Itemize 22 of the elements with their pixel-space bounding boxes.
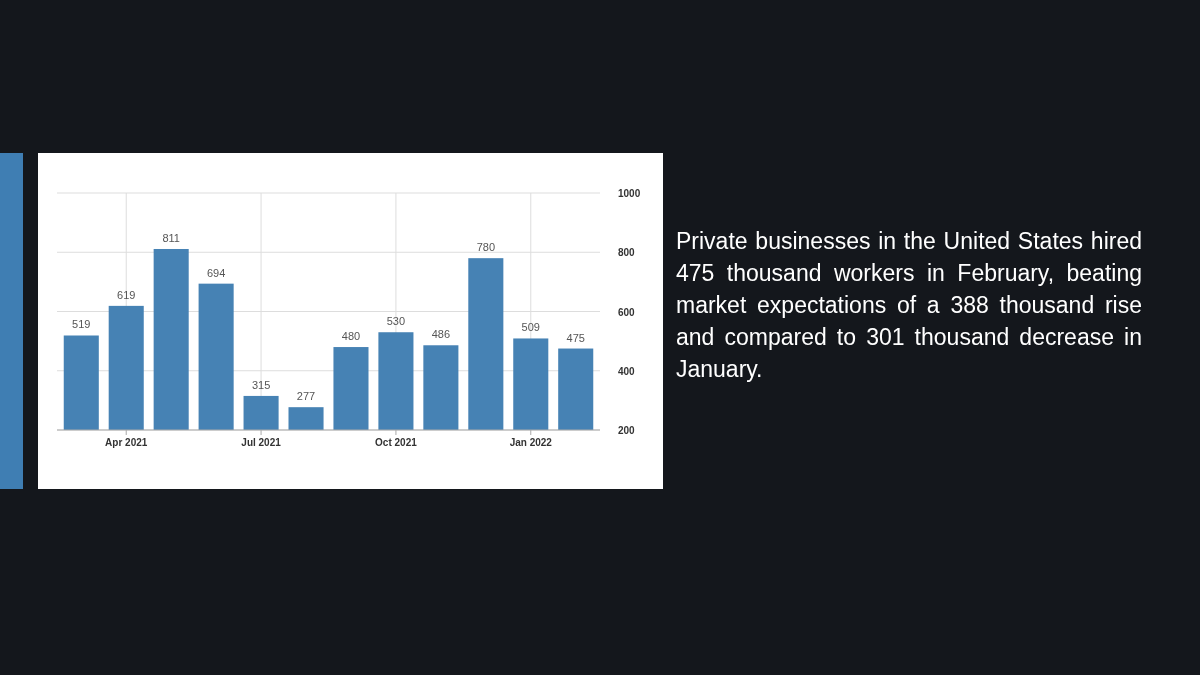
data-label: 480 [341, 330, 361, 343]
x-tick-label: Jul 2021 [241, 437, 282, 448]
data-label: 475 [566, 331, 585, 344]
x-tick-label: Oct 2021 [375, 437, 418, 448]
y-tick-label: 600 [618, 306, 636, 318]
data-label: 277 [296, 390, 316, 403]
data-label: 619 [117, 288, 136, 301]
x-tick-label: Apr 2021 [105, 437, 148, 448]
data-label: 811 [162, 231, 180, 244]
data-label: 509 [521, 321, 540, 334]
y-tick-label: 400 [618, 365, 636, 377]
y-tick-label: 800 [618, 247, 636, 259]
y-tick-label: 200 [618, 425, 636, 436]
x-tick-label: Jan 2022 [509, 437, 553, 448]
data-label: 519 [72, 318, 91, 331]
y-tick-label: 1000 [618, 188, 641, 199]
data-label: 694 [206, 266, 226, 279]
data-label: 315 [251, 378, 271, 391]
data-label: 780 [476, 241, 496, 254]
data-label: 486 [431, 328, 451, 341]
data-label: 530 [386, 315, 406, 328]
text: Private businesses in the United States hired 475 thousand workers in February, beating market expectations of a 388 thousand rise and compared to 301 thousand decrease in January. [676, 227, 1142, 384]
